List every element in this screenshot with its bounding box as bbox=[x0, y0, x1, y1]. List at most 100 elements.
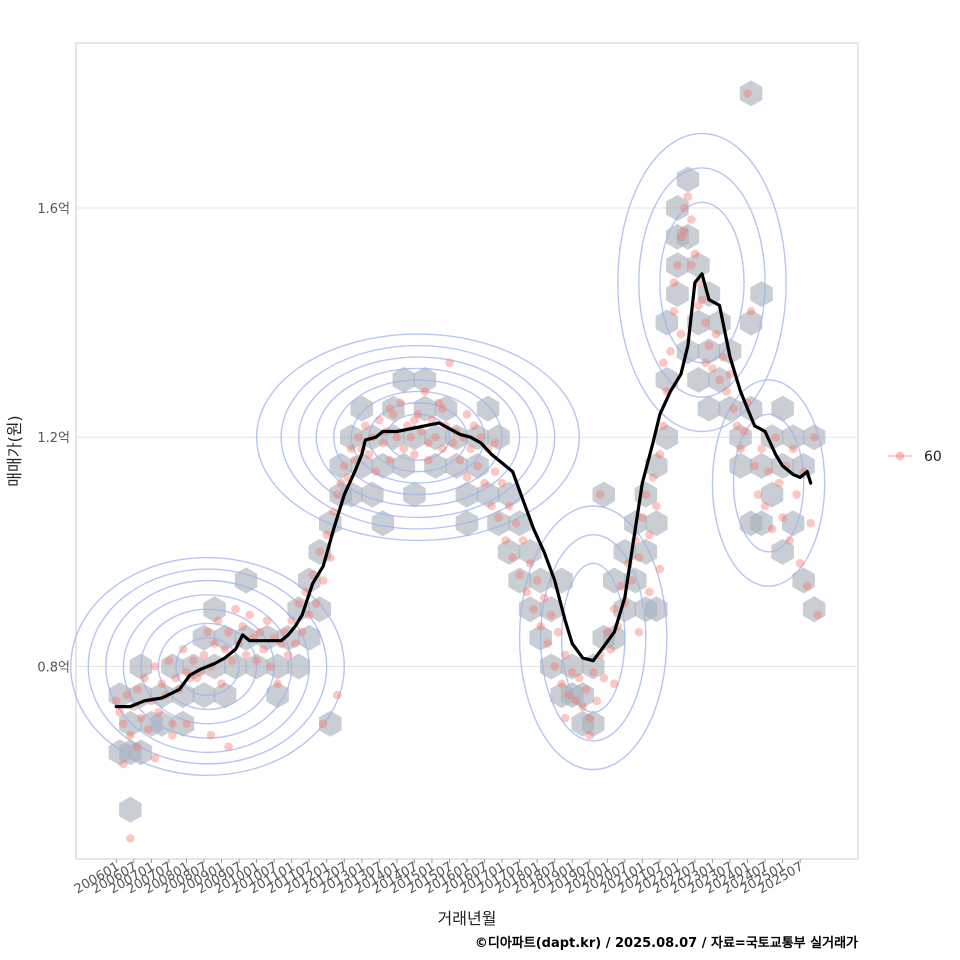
hexbin-cell bbox=[697, 395, 721, 422]
scatter-point bbox=[560, 650, 570, 660]
hexbin-cell bbox=[539, 653, 563, 680]
scatter-point bbox=[683, 192, 693, 201]
scatter-point bbox=[599, 673, 609, 683]
scatter-point bbox=[462, 473, 472, 482]
scatter-point bbox=[431, 432, 440, 442]
plot-panel bbox=[75, 42, 859, 860]
density-contour bbox=[280, 344, 556, 530]
hexbin-cell bbox=[708, 366, 731, 393]
scatter-point bbox=[788, 444, 798, 454]
scatter-point bbox=[701, 358, 710, 368]
scatter-point bbox=[115, 708, 125, 717]
caption: ©디아파트(dapt.kr) / 2025.08.07 / 자료=국토교통부 실… bbox=[475, 935, 858, 951]
scatter-point bbox=[497, 478, 507, 488]
hexbin-cell bbox=[287, 596, 310, 623]
hexbin-cell bbox=[382, 395, 405, 422]
hexbin-cell bbox=[255, 624, 279, 651]
scatter-point bbox=[546, 610, 556, 620]
scatter-point bbox=[273, 679, 282, 688]
hexbin-cell bbox=[392, 366, 416, 393]
legend-label: 60 bbox=[924, 449, 942, 465]
scatter-point bbox=[346, 444, 356, 454]
scatter-point bbox=[283, 650, 293, 660]
scatter-point bbox=[806, 518, 815, 528]
hexbin-cell bbox=[781, 424, 805, 451]
scatter-point bbox=[718, 352, 728, 362]
scatter-point bbox=[427, 415, 437, 425]
scatter-point bbox=[746, 306, 756, 316]
scatter-point bbox=[424, 455, 433, 465]
scatter-point bbox=[676, 329, 686, 339]
density-contour bbox=[175, 637, 240, 696]
scatter-point bbox=[140, 673, 149, 683]
scatter-point bbox=[448, 438, 458, 448]
scatter-point bbox=[557, 679, 566, 688]
hexbin-cell bbox=[760, 481, 784, 508]
scatter-point bbox=[690, 249, 700, 259]
scatter-point bbox=[224, 627, 233, 637]
scatter-point bbox=[364, 450, 374, 459]
y-tick-label: 0.8억 bbox=[37, 660, 70, 675]
scatter-point bbox=[168, 730, 177, 740]
scatter-point bbox=[645, 587, 654, 597]
scatter-point bbox=[259, 644, 268, 654]
scatter-point bbox=[462, 410, 472, 419]
scatter-point bbox=[399, 444, 409, 454]
scatter-point bbox=[150, 662, 160, 671]
y-tick-label: 1.2억 bbox=[37, 431, 70, 446]
y-tick-label: 1.6억 bbox=[37, 202, 70, 217]
hexbin-cell bbox=[697, 338, 721, 365]
scatter-point bbox=[287, 616, 296, 625]
scatter-point bbox=[413, 410, 423, 419]
scatter-point bbox=[199, 650, 209, 660]
scatter-point bbox=[455, 455, 465, 465]
density-contour bbox=[638, 167, 766, 398]
hexbin-cell bbox=[792, 452, 815, 479]
scatter-point bbox=[504, 501, 514, 511]
scatter-point bbox=[501, 536, 510, 545]
scatter-point bbox=[813, 610, 822, 620]
scatter-point bbox=[581, 685, 591, 694]
scatter-point bbox=[543, 639, 552, 648]
hexbin-cell bbox=[266, 682, 289, 709]
scatter-point bbox=[353, 432, 363, 442]
hexbin-cell bbox=[645, 510, 668, 537]
hexbin-cell bbox=[687, 252, 710, 279]
scatter-point bbox=[767, 524, 777, 534]
hexbin-cell bbox=[413, 395, 437, 422]
scatter-point bbox=[410, 450, 419, 459]
hexbin-cell bbox=[371, 510, 395, 537]
scatter-point bbox=[304, 610, 314, 620]
scatter-point bbox=[168, 719, 177, 729]
hexbin-cell bbox=[487, 510, 510, 537]
density-contour bbox=[617, 132, 787, 433]
scatter-point bbox=[420, 387, 430, 396]
scatter-point bbox=[694, 301, 703, 310]
trend-line-layer bbox=[114, 272, 813, 709]
x-axis-title: 거래년월 bbox=[438, 909, 497, 928]
scatter-point bbox=[708, 364, 717, 373]
scatter-point bbox=[297, 627, 307, 637]
hexbin-cell bbox=[287, 653, 310, 680]
scatter-point bbox=[332, 690, 342, 700]
scatter-point bbox=[378, 438, 388, 448]
scatter-point bbox=[220, 644, 230, 654]
scatter-point bbox=[536, 622, 545, 631]
scatter-point bbox=[182, 719, 191, 729]
hexbin-cell bbox=[455, 481, 479, 508]
hexbin-cell bbox=[518, 538, 542, 565]
scatter-point bbox=[627, 576, 637, 585]
y-axis-title: 매매가(원) bbox=[5, 415, 24, 486]
scatter-point bbox=[406, 432, 416, 442]
hexbin-cell bbox=[213, 624, 237, 651]
scatter-point bbox=[655, 564, 665, 574]
scatter-point bbox=[550, 662, 559, 671]
x-axis-ticks: 2006012006072007012007072008012008072009… bbox=[72, 859, 806, 897]
scatter-point bbox=[616, 581, 626, 591]
density-contour bbox=[539, 533, 647, 742]
scatter-point bbox=[778, 513, 787, 522]
hexbin-cell bbox=[750, 281, 773, 307]
hexbin-cell bbox=[560, 653, 584, 680]
density-contour bbox=[315, 367, 521, 507]
scatter-point bbox=[676, 232, 686, 241]
